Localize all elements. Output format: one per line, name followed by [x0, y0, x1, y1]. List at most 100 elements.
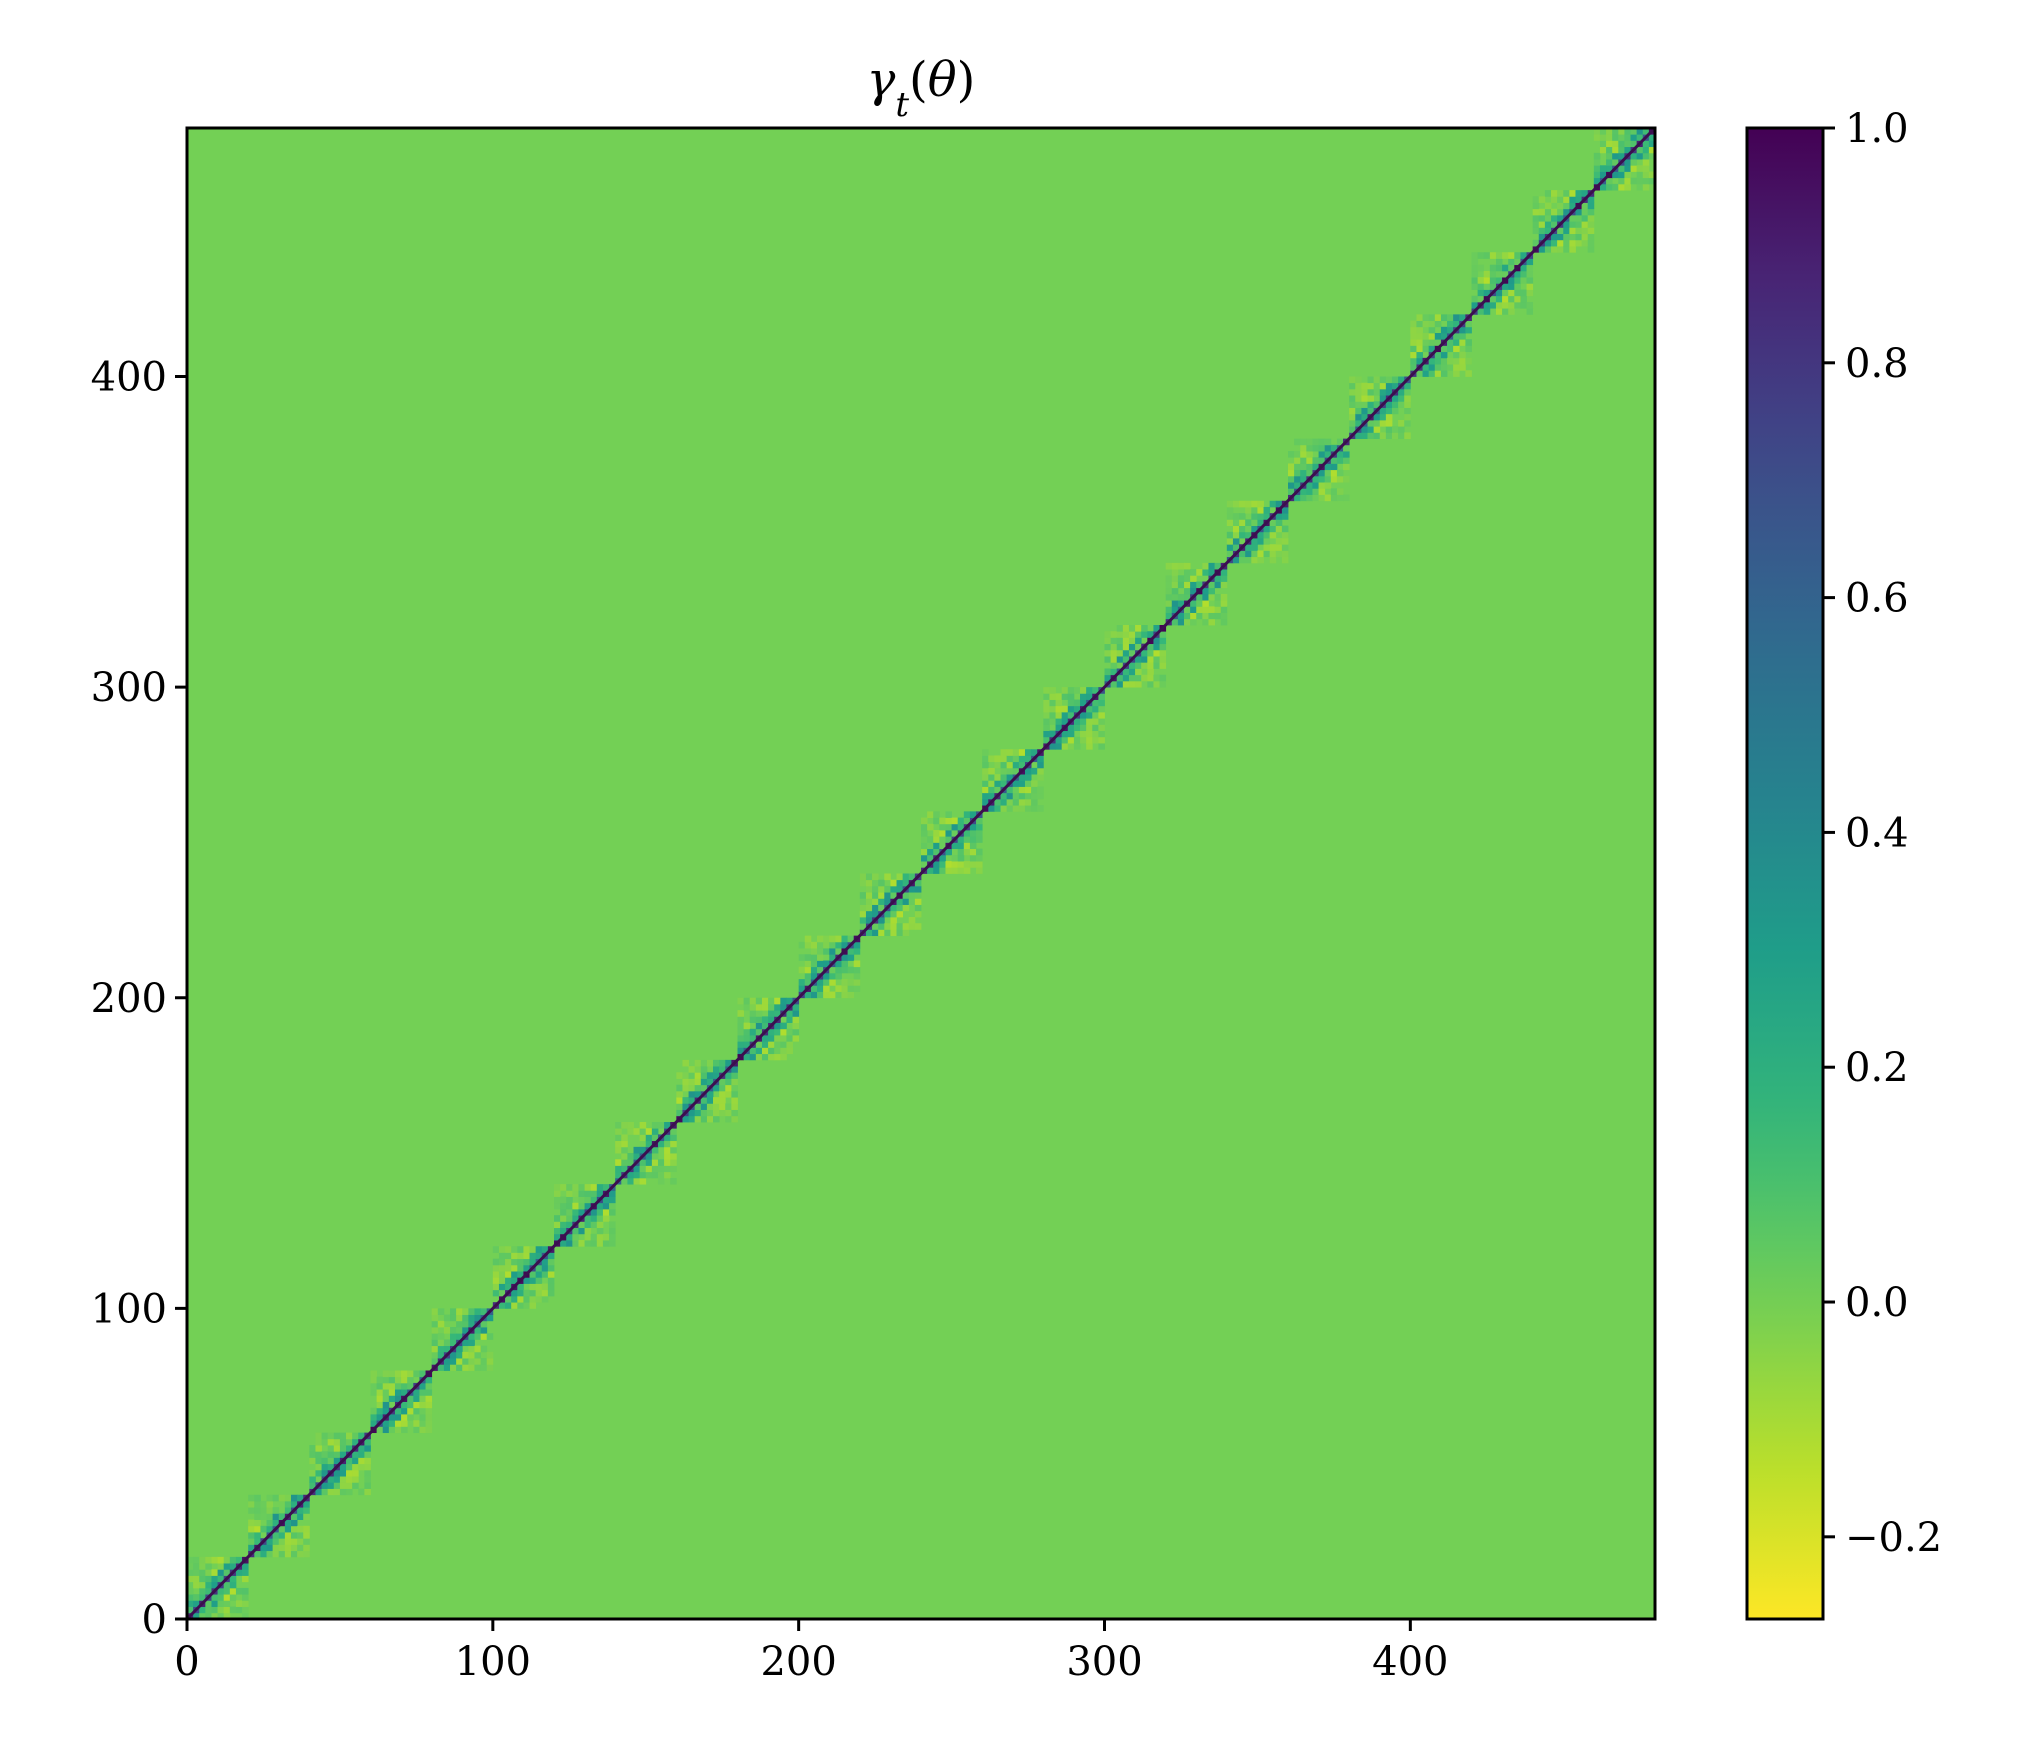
- heatmap-cell: [1300, 457, 1307, 464]
- heatmap-cell: [193, 1612, 200, 1619]
- heatmap-cell: [615, 1165, 622, 1173]
- heatmap-cell: [1367, 376, 1375, 384]
- heatmap-cell: [829, 941, 836, 949]
- heatmap-cell: [1477, 283, 1485, 290]
- heatmap-cell: [596, 1190, 604, 1197]
- heatmap-cell: [584, 1215, 592, 1222]
- heatmap-cell: [1257, 531, 1264, 539]
- heatmap-cell: [670, 1177, 677, 1185]
- heatmap-cell: [737, 1028, 745, 1036]
- heatmap-cell: [1294, 463, 1301, 471]
- heatmap-cell: [725, 1072, 732, 1079]
- heatmap-cell: [1373, 376, 1381, 384]
- heatmap-cell: [1012, 767, 1020, 775]
- heatmap-cell: [694, 1072, 702, 1079]
- heatmap-cell: [272, 1519, 280, 1527]
- heatmap-cell: [272, 1538, 280, 1545]
- heatmap-cell: [498, 1258, 506, 1266]
- heatmap-cell: [939, 842, 946, 850]
- heatmap-cell: [1526, 308, 1534, 315]
- heatmap-cell: [339, 1488, 347, 1496]
- heatmap-cell: [1618, 146, 1625, 154]
- heatmap-cell: [1330, 475, 1338, 483]
- heatmap-cell: [1080, 730, 1087, 738]
- heatmap-cell: [694, 1103, 702, 1110]
- heatmap-cell: [1269, 550, 1277, 558]
- heatmap-cell: [1416, 351, 1423, 359]
- heatmap-cell: [1269, 544, 1277, 551]
- heatmap-cell: [1465, 339, 1472, 346]
- heatmap-cell: [1031, 786, 1038, 794]
- heatmap-cell: [1447, 357, 1454, 365]
- heatmap-cell: [1465, 320, 1472, 328]
- heatmap-cell: [1465, 345, 1472, 353]
- heatmap-cell: [541, 1264, 549, 1272]
- heatmap-cell: [1171, 593, 1179, 601]
- heatmap-cell: [994, 761, 1001, 769]
- heatmap-cell: [584, 1233, 592, 1241]
- heatmap-cell: [529, 1258, 537, 1266]
- heatmap-cell: [1416, 370, 1423, 377]
- heatmap-cell: [731, 1103, 738, 1110]
- heatmap-cell: [1330, 494, 1338, 502]
- heatmap-cell: [1642, 140, 1650, 148]
- heatmap-cell: [1275, 538, 1283, 545]
- heatmap-cell: [401, 1382, 408, 1390]
- heatmap-cell: [1447, 314, 1454, 321]
- heatmap-cell: [1581, 233, 1589, 241]
- heatmap-cell: [1495, 277, 1503, 284]
- heatmap-cell: [1104, 656, 1112, 663]
- heatmap-cell: [810, 941, 818, 949]
- heatmap-cell: [853, 979, 861, 986]
- heatmap-cell: [1428, 320, 1436, 328]
- heatmap-cell: [266, 1544, 274, 1552]
- heatmap-cell: [1110, 637, 1118, 645]
- heatmap-cell: [1367, 432, 1375, 440]
- heatmap-cell: [193, 1563, 200, 1570]
- heatmap-cell: [211, 1594, 218, 1601]
- heatmap-cell: [1373, 419, 1381, 427]
- heatmap-cell: [1532, 214, 1540, 222]
- heatmap-cell: [1092, 699, 1099, 707]
- heatmap-cell: [755, 1010, 763, 1017]
- heatmap-cell: [596, 1215, 604, 1222]
- heatmap-cell: [364, 1451, 371, 1458]
- heatmap-cell: [749, 1003, 757, 1011]
- heatmap-cell: [309, 1457, 316, 1465]
- heatmap-cell: [517, 1258, 524, 1266]
- heatmap-cell: [1012, 755, 1020, 763]
- heatmap-cell: [1281, 531, 1289, 539]
- heatmap-cell: [1306, 438, 1313, 446]
- heatmap-cell: [370, 1420, 378, 1427]
- heatmap-cell: [615, 1134, 622, 1142]
- heatmap-cell: [1153, 649, 1160, 657]
- heatmap-cell: [468, 1345, 475, 1353]
- heatmap-cell: [1557, 227, 1564, 235]
- heatmap-cell: [187, 1556, 194, 1564]
- heatmap-cell: [1453, 370, 1460, 377]
- heatmap-cell: [1581, 202, 1589, 210]
- heatmap-cell: [823, 972, 830, 980]
- heatmap-cell: [498, 1283, 506, 1291]
- heatmap-cell: [688, 1090, 696, 1098]
- heatmap-cell: [719, 1059, 726, 1067]
- heatmap-cell: [902, 898, 910, 905]
- heatmap-cell: [1294, 438, 1301, 446]
- heatmap-cell: [511, 1252, 518, 1260]
- heatmap-cell: [639, 1177, 647, 1185]
- heatmap-cell: [1508, 308, 1515, 315]
- heatmap-cell: [1618, 165, 1625, 172]
- heatmap-cell: [1055, 705, 1063, 713]
- heatmap-cell: [419, 1407, 426, 1415]
- heatmap-cell: [1459, 314, 1466, 321]
- heatmap-cell: [254, 1500, 261, 1508]
- heatmap-cell: [969, 823, 977, 831]
- heatmap-cell: [437, 1333, 445, 1340]
- heatmap-cell: [1459, 333, 1466, 340]
- heatmap-cell: [884, 929, 891, 937]
- heatmap-cell: [682, 1078, 689, 1086]
- heatmap-cell: [1024, 749, 1032, 756]
- heatmap-cell: [700, 1078, 708, 1086]
- heatmap-cell: [1489, 277, 1497, 284]
- heatmap-cell: [1116, 625, 1124, 632]
